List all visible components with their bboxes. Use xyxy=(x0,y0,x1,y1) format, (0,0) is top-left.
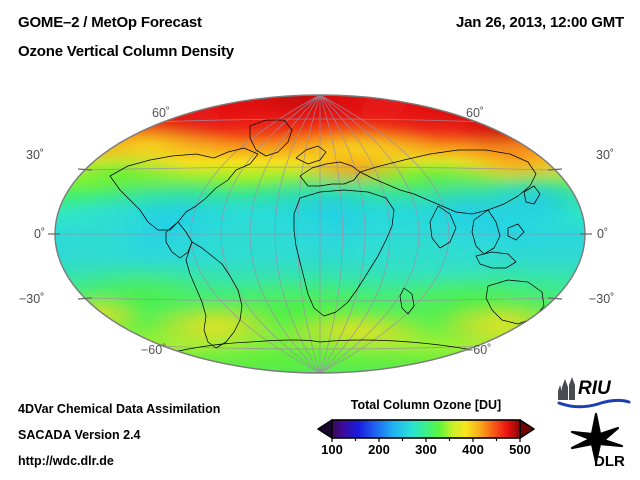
coastlines xyxy=(109,119,571,359)
lat-label-inner-minus60-left: −60˚ xyxy=(141,343,167,357)
lat-label-left-minus30: −30˚ xyxy=(19,292,45,306)
colorbar-title: Total Column Ozone [DU] xyxy=(350,398,502,412)
lat-label-inner-60-right: 60˚ xyxy=(466,106,485,120)
header-timestamp: Jan 26, 2013, 12:00 GMT xyxy=(456,14,624,31)
ozone-map-figure: 30˚ 0˚ −30˚ 30˚ 0˚ −30˚ 60˚ 60˚ −60˚ −60… xyxy=(0,80,640,380)
cb-tick-500: 500 xyxy=(509,442,531,457)
header-title-line1: GOME–2 / MetOp Forecast xyxy=(18,14,202,31)
lat-label-right-0: 0˚ xyxy=(597,227,609,241)
riu-logo: RIU xyxy=(557,377,631,409)
lat-label-right-30: 30˚ xyxy=(596,148,615,162)
cb-tick-100: 100 xyxy=(321,442,343,457)
riu-spires-icon xyxy=(558,377,575,400)
lat-label-left-0: 0˚ xyxy=(34,227,46,241)
footer-line-version: SACADA Version 2.4 xyxy=(18,428,141,442)
header-title-line2: Ozone Vertical Column Density xyxy=(18,43,234,60)
dlr-logo: DLR xyxy=(570,412,625,470)
riu-wordmark: RIU xyxy=(578,378,612,399)
lat-label-inner-minus60-right: −60˚ xyxy=(466,343,492,357)
cb-tick-300: 300 xyxy=(415,442,437,457)
lat-label-inner-60-left: 60˚ xyxy=(152,106,171,120)
dlr-pinwheel-icon xyxy=(570,412,624,464)
footer-line-assimilation: 4DVar Chemical Data Assimilation xyxy=(18,402,221,416)
lat-label-left-30: 30˚ xyxy=(26,148,45,162)
colorbar-ticklabels: 100 200 300 400 500 xyxy=(310,442,542,462)
cb-tick-400: 400 xyxy=(462,442,484,457)
ozone-field xyxy=(55,95,585,373)
lat-label-right-minus30: −30˚ xyxy=(589,292,615,306)
graticule xyxy=(55,95,585,373)
colorbar: Total Column Ozone [DU] xyxy=(310,398,542,476)
riu-wave-icon xyxy=(557,398,631,409)
footer-line-url[interactable]: http://wdc.dlr.de xyxy=(18,454,114,468)
dlr-wordmark: DLR xyxy=(594,453,625,470)
mollweide-map xyxy=(48,94,592,374)
colorbar-scale xyxy=(317,419,535,442)
cb-tick-200: 200 xyxy=(368,442,390,457)
axis-ticks xyxy=(48,168,592,300)
